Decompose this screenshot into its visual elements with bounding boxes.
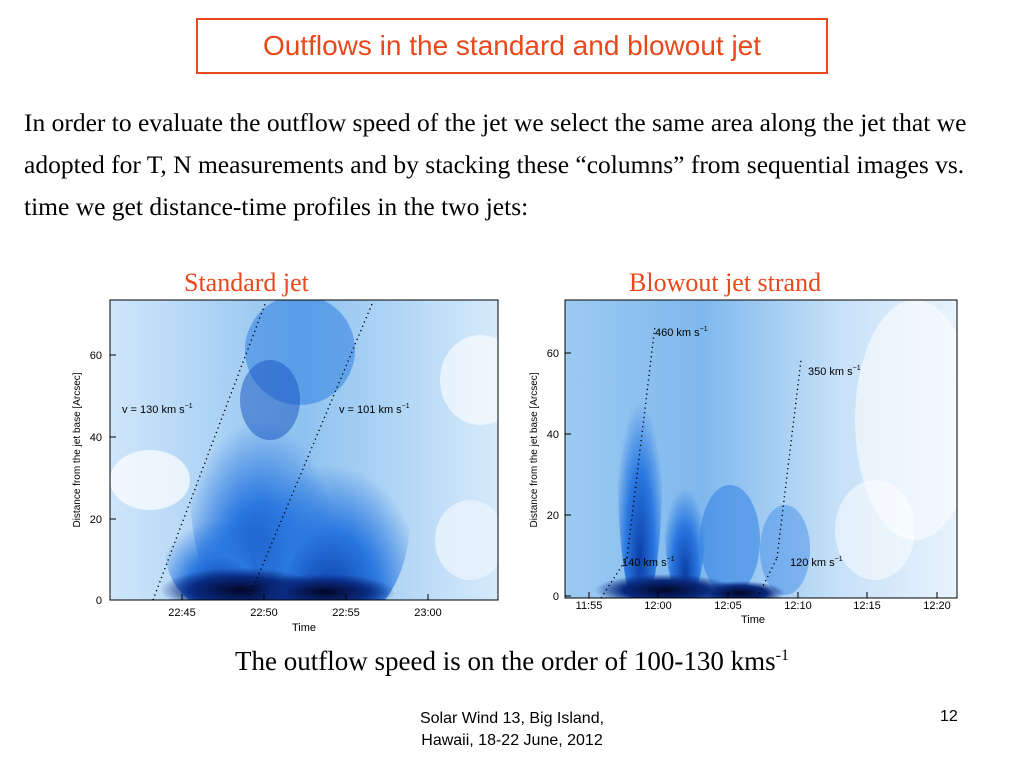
footer-line-1: Solar Wind 13, Big Island,: [419, 710, 605, 727]
conclusion-text: The outflow speed is on the order of 100…: [235, 646, 789, 676]
standard-jet-figure: v = 130 km s−1 v = 101 km s−1 0 20 40 60…: [72, 299, 499, 634]
blowout-v-top-right-label: 350 km s−1: [808, 365, 861, 378]
standard-ytick-20: 20: [90, 514, 102, 526]
blowout-v-bottom-right-label: 120 km s−1: [790, 556, 843, 569]
standard-ytick-40: 40: [90, 432, 102, 444]
blowout-ylabel: Distance from the jet base [Arcsec]: [529, 372, 540, 527]
slide-footer: Solar Wind 13, Big Island, Hawaii, 18-22…: [362, 708, 662, 752]
blowout-v-top-left-label: 460 km s−1: [655, 326, 708, 339]
standard-ytick-60: 60: [90, 350, 102, 362]
blowout-jet-plot: 460 km s−1 350 km s−1 140 km s−1 120 km …: [515, 290, 975, 640]
standard-ytick-0: 0: [96, 595, 102, 607]
standard-v-right-label: v = 101 km s−1: [339, 403, 410, 416]
blowout-ytick-60: 60: [547, 348, 559, 360]
standard-xtick-3: 22:55: [332, 607, 360, 619]
slide-title-box: Outflows in the standard and blowout jet: [196, 18, 828, 74]
blowout-jet-caption: Blowout jet strand: [629, 268, 822, 297]
standard-jet-plot: v = 130 km s−1 v = 101 km s−1 0 20 40 60…: [60, 290, 510, 640]
blowout-jet-figure: 460 km s−1 350 km s−1 140 km s−1 120 km …: [529, 299, 958, 626]
blowout-xtick-5: 12:15: [853, 600, 881, 612]
standard-xtick-2: 22:50: [250, 607, 278, 619]
standard-jet-caption: Standard jet: [184, 268, 309, 297]
slide-title: Outflows in the standard and blowout jet: [262, 30, 762, 61]
blowout-xtick-3: 12:05: [714, 600, 742, 612]
blowout-xtick-6: 12:20: [923, 600, 951, 612]
blowout-ytick-20: 20: [547, 510, 559, 522]
standard-xtick-1: 22:45: [168, 607, 196, 619]
blowout-xtick-4: 12:10: [784, 600, 812, 612]
standard-xtick-4: 23:00: [414, 607, 442, 619]
page-number: 12: [940, 708, 958, 725]
intro-paragraph: In order to evaluate the outflow speed o…: [24, 108, 967, 221]
standard-xlabel: Time: [292, 622, 316, 634]
blowout-xtick-2: 12:00: [644, 600, 672, 612]
footer-line-2: Hawaii, 18-22 June, 2012: [421, 732, 603, 749]
blowout-ytick-40: 40: [547, 429, 559, 441]
blowout-ytick-0: 0: [553, 591, 559, 603]
blowout-xlabel: Time: [741, 614, 765, 626]
blowout-xtick-1: 11:55: [576, 600, 603, 612]
standard-ylabel: Distance from the jet base [Arcsec]: [72, 372, 83, 527]
standard-v-left-label: v = 130 km s−1: [122, 403, 193, 416]
blowout-v-bottom-left-label: 140 km s−1: [622, 556, 675, 569]
